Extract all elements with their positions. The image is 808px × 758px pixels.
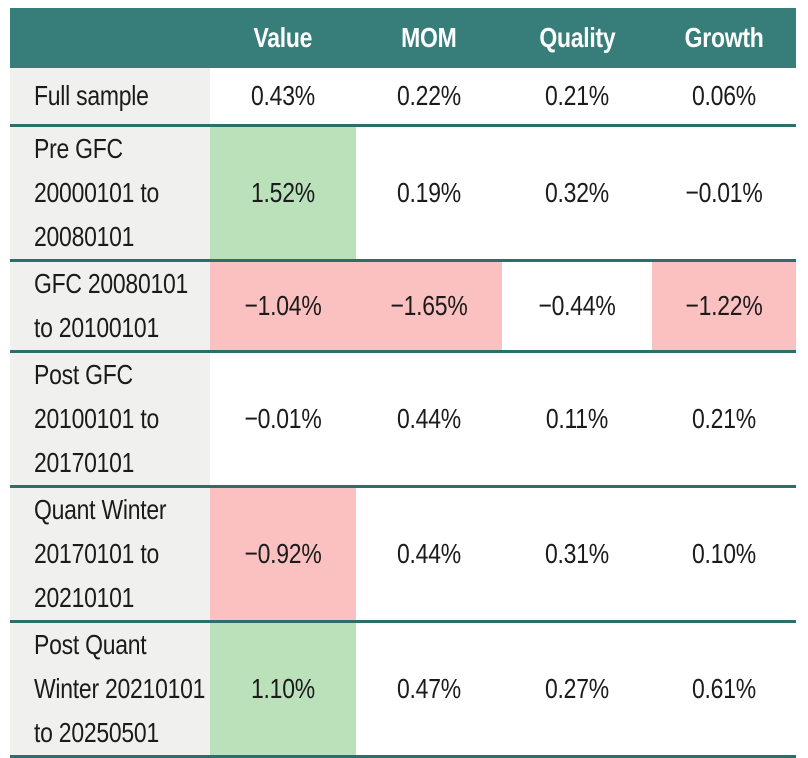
cell-mom: 0.44% (356, 485, 502, 620)
col-header-value-label: Value (253, 22, 313, 53)
cell-quality: 0.31% (502, 485, 652, 620)
col-header-mom-label: MOM (401, 22, 457, 53)
col-header-growth: Growth (652, 8, 796, 68)
cell-value: 1.52% (210, 124, 356, 259)
cell-growth: 0.06% (652, 68, 796, 124)
cell-value: 1.10% (210, 620, 356, 758)
row-label: Post Quant Winter 20210101 to 20250501 (10, 620, 210, 758)
cell-growth: −1.22% (652, 259, 796, 350)
cell-growth: −0.01% (652, 124, 796, 259)
cell-mom: 0.44% (356, 350, 502, 485)
cell-mom: 0.47% (356, 620, 502, 758)
cell-mom: 0.19% (356, 124, 502, 259)
cell-mom: −1.65% (356, 259, 502, 350)
row-label: GFC 20080101 to 20100101 (10, 259, 210, 350)
cell-value: −0.01% (210, 350, 356, 485)
col-header-mom: MOM (356, 8, 502, 68)
corner-header-cell (10, 8, 210, 68)
cell-quality: 0.21% (502, 68, 652, 124)
row-label: Post GFC 20100101 to 20170101 (10, 350, 210, 485)
table-row-gfc: GFC 20080101 to 20100101 −1.04% −1.65% −… (10, 259, 796, 350)
factor-returns-table: Value MOM Quality Growth Full sample 0.4… (10, 8, 796, 758)
cell-quality: 0.32% (502, 124, 652, 259)
cell-quality: −0.44% (502, 259, 652, 350)
table-row-quant-winter: Quant Winter 20170101 to 20210101 −0.92%… (10, 485, 796, 620)
row-label: Pre GFC 20000101 to 20080101 (10, 124, 210, 259)
returns-table-container: Value MOM Quality Growth Full sample 0.4… (10, 8, 796, 758)
cell-growth: 0.10% (652, 485, 796, 620)
table-row-post-gfc: Post GFC 20100101 to 20170101 −0.01% 0.4… (10, 350, 796, 485)
col-header-quality: Quality (502, 8, 652, 68)
table-row-full-sample: Full sample 0.43% 0.22% 0.21% 0.06% (10, 68, 796, 124)
col-header-value: Value (210, 8, 356, 68)
cell-quality: 0.27% (502, 620, 652, 758)
row-label: Full sample (10, 68, 210, 124)
table-row-pre-gfc: Pre GFC 20000101 to 20080101 1.52% 0.19%… (10, 124, 796, 259)
cell-value: 0.43% (210, 68, 356, 124)
cell-growth: 0.21% (652, 350, 796, 485)
row-label: Quant Winter 20170101 to 20210101 (10, 485, 210, 620)
cell-value: −1.04% (210, 259, 356, 350)
cell-mom: 0.22% (356, 68, 502, 124)
header-row: Value MOM Quality Growth (10, 8, 796, 68)
table-row-post-quant-winter: Post Quant Winter 20210101 to 20250501 1… (10, 620, 796, 758)
col-header-quality-label: Quality (538, 22, 616, 53)
cell-growth: 0.61% (652, 620, 796, 758)
col-header-growth-label: Growth (684, 22, 764, 53)
cell-value: −0.92% (210, 485, 356, 620)
cell-quality: 0.11% (502, 350, 652, 485)
